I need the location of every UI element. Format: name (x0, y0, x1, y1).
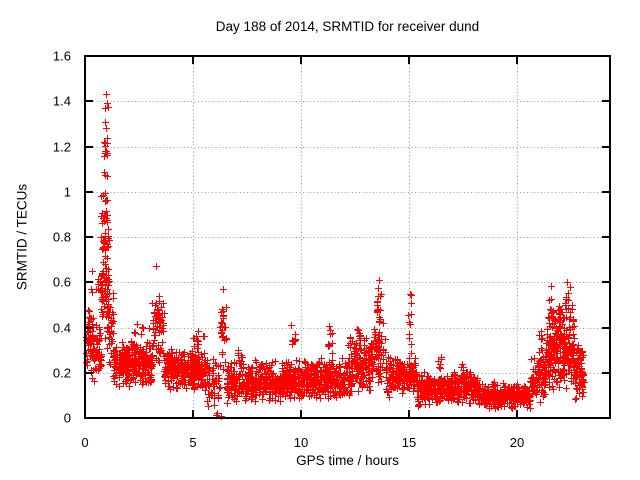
y-tick-label-1: 0.2 (53, 366, 71, 381)
axis-ticks (84, 55, 609, 419)
y-tick-label-5: 1 (64, 185, 71, 200)
y-tick-label-2: 0.4 (53, 321, 71, 336)
y-tick-label-8: 1.6 (53, 49, 71, 64)
chart-title: Day 188 of 2014, SRMTID for receiver dun… (215, 19, 480, 34)
x-tick-label-2: 10 (294, 435, 308, 450)
y-tick-label-3: 0.6 (53, 275, 71, 290)
grid-lines (86, 57, 609, 417)
y-tick-label-7: 1.4 (53, 94, 71, 109)
y-tick-label-4: 0.8 (53, 230, 71, 245)
plot-border (84, 55, 611, 419)
x-tick-label-0: 0 (81, 435, 88, 450)
y-tick-label-0: 0 (64, 411, 71, 426)
x-axis-label: GPS time / hours (296, 453, 399, 468)
x-tick-label-1: 5 (189, 435, 196, 450)
x-tick-label-3: 15 (402, 435, 416, 450)
y-axis-label: SRMTID / TECUs (14, 183, 30, 291)
x-tick-label-4: 20 (510, 435, 524, 450)
scatter-points (83, 91, 588, 420)
y-tick-label-6: 1.2 (53, 140, 71, 155)
tick-labels: 0 5 10 15 20 0 0.2 0.4 0.6 0.8 1 1.2 1.4 1.6 (53, 49, 524, 451)
